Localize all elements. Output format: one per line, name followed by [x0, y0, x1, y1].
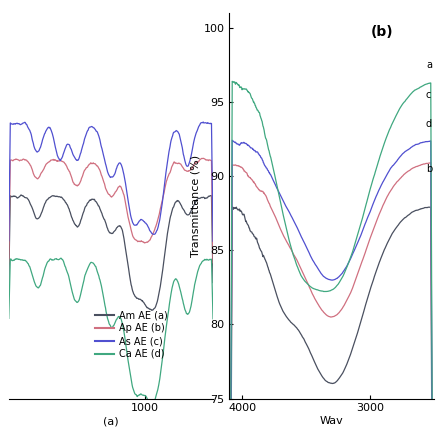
- Text: a: a: [426, 60, 432, 70]
- Text: (b): (b): [371, 25, 394, 39]
- Y-axis label: Transmittance (%): Transmittance (%): [191, 155, 201, 257]
- Text: c: c: [426, 90, 431, 100]
- Text: d: d: [426, 119, 432, 129]
- X-axis label: (a): (a): [103, 416, 119, 426]
- Legend: Am AE (a), Ap AE (b), As AE (c), Ca AE (d): Am AE (a), Ap AE (b), As AE (c), Ca AE (…: [91, 306, 172, 363]
- X-axis label: Wav: Wav: [320, 416, 343, 426]
- Text: b: b: [426, 164, 432, 174]
